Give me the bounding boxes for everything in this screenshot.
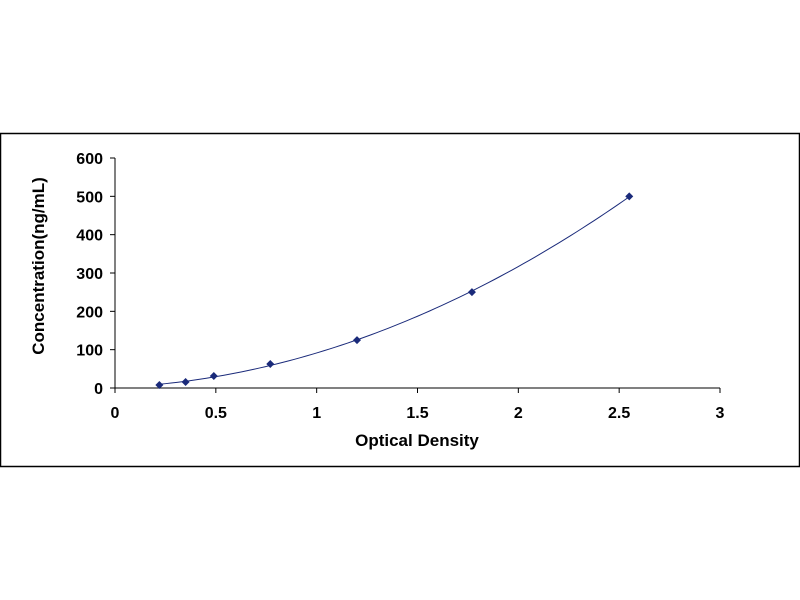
x-axis: 0 0.5 1 1.5 2 2.5 3 [111,387,725,422]
x-tick-label: 0.5 [205,405,227,422]
chart-frame [0,132,800,468]
x-tick-label: 2 [514,405,523,422]
data-point-marker [625,192,634,201]
fit-curve-line [159,196,630,385]
y-tick-label: 200 [76,304,103,321]
x-tick-label: 3 [716,405,725,422]
y-tick-label: 300 [76,266,103,283]
data-point-marker [181,378,190,387]
x-tick-label: 0 [111,405,120,422]
y-tick-label: 0 [94,381,103,398]
data-point-marker [266,360,275,369]
y-tick-label: 100 [76,343,103,360]
data-point-marker [155,381,164,390]
data-point-marker [353,336,361,345]
y-axis: 0 100 200 300 400 500 600 [76,151,116,398]
data-point-marker [467,288,476,297]
x-tick-label: 1 [312,405,321,422]
x-axis-title: Optical Density [355,431,479,450]
x-tick-label: 1.5 [406,405,428,422]
y-tick-label: 400 [76,228,103,245]
y-tick-label: 500 [76,189,103,206]
data-point-marker [209,372,218,381]
y-axis-title: Concentration(ng/mL) [29,177,48,355]
x-tick-label: 2.5 [608,405,630,422]
y-tick-label: 600 [76,151,103,168]
data-points [155,192,634,390]
